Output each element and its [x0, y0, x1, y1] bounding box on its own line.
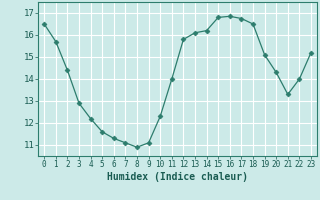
X-axis label: Humidex (Indice chaleur): Humidex (Indice chaleur) [107, 172, 248, 182]
